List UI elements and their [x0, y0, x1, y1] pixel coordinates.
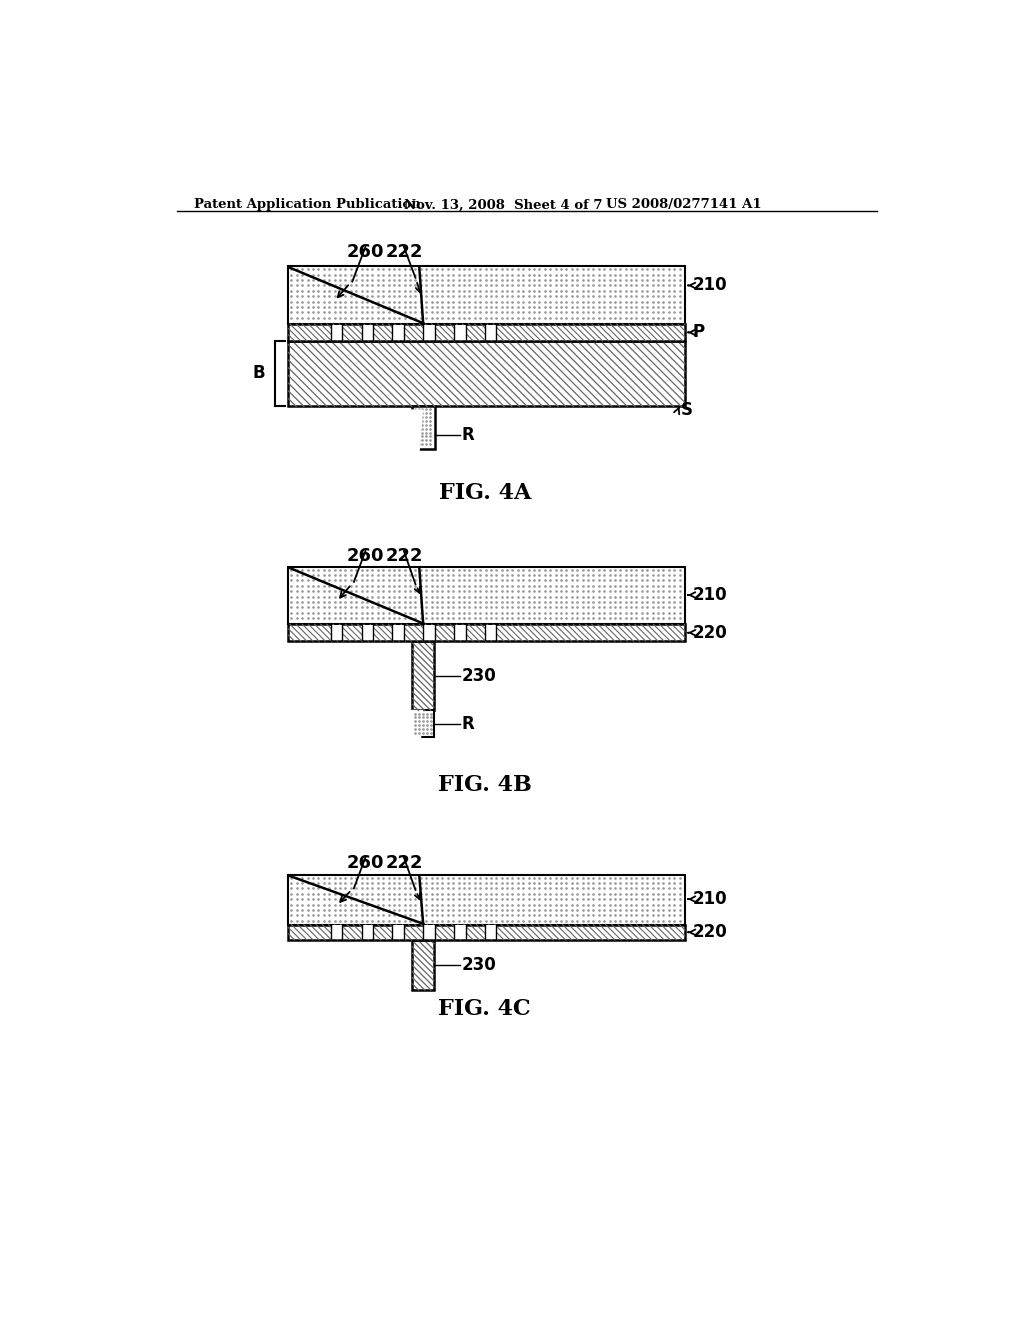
Text: 210: 210	[692, 276, 727, 294]
Polygon shape	[290, 1010, 423, 1065]
Text: 230: 230	[462, 956, 497, 974]
Text: 220: 220	[692, 923, 727, 941]
Bar	[361, 325, 373, 341]
Text: 222: 222	[385, 854, 423, 871]
Bar	[289, 875, 685, 924]
Bar	[361, 925, 373, 940]
Polygon shape	[290, 409, 423, 457]
Bar	[289, 267, 685, 323]
Bar	[484, 925, 497, 940]
Text: Nov. 13, 2008  Sheet 4 of 7: Nov. 13, 2008 Sheet 4 of 7	[403, 198, 602, 211]
Bar	[413, 642, 434, 710]
Text: P: P	[692, 323, 705, 342]
Text: 220: 220	[692, 624, 727, 642]
Text: 260: 260	[347, 548, 384, 565]
Bar	[413, 710, 434, 738]
Bar	[423, 325, 435, 341]
Text: B: B	[253, 364, 265, 383]
Text: FIG. 4A: FIG. 4A	[438, 482, 531, 504]
Text: 222: 222	[385, 548, 423, 565]
Bar	[361, 626, 373, 640]
Text: R: R	[462, 426, 474, 444]
Text: 210: 210	[692, 890, 727, 908]
Text: R: R	[462, 714, 474, 733]
Bar	[392, 626, 403, 640]
Bar	[454, 626, 466, 640]
Text: 222: 222	[385, 243, 423, 261]
Bar	[289, 566, 685, 624]
Bar	[392, 925, 403, 940]
Bar	[331, 925, 342, 940]
Bar	[331, 626, 342, 640]
Text: FIG. 4B: FIG. 4B	[438, 775, 531, 796]
Bar	[289, 341, 685, 407]
Bar	[454, 325, 466, 341]
Bar	[331, 325, 342, 341]
Bar	[412, 407, 435, 449]
Text: Patent Application Publication: Patent Application Publication	[194, 198, 421, 211]
Bar	[423, 925, 435, 940]
Bar	[392, 325, 403, 341]
Bar	[289, 323, 685, 341]
Bar	[289, 924, 685, 940]
Text: S: S	[681, 401, 693, 420]
Text: 230: 230	[462, 667, 497, 685]
Polygon shape	[289, 1011, 427, 1065]
Text: 260: 260	[347, 854, 384, 871]
Bar	[289, 624, 685, 642]
Bar	[413, 940, 434, 990]
Polygon shape	[290, 710, 423, 766]
Text: FIG. 4C: FIG. 4C	[438, 998, 531, 1020]
Bar	[484, 325, 497, 341]
Bar	[423, 626, 435, 640]
Text: US 2008/0277141 A1: US 2008/0277141 A1	[606, 198, 762, 211]
Text: 260: 260	[347, 243, 384, 261]
Bar	[454, 925, 466, 940]
Text: 210: 210	[692, 586, 727, 605]
Bar	[484, 626, 497, 640]
